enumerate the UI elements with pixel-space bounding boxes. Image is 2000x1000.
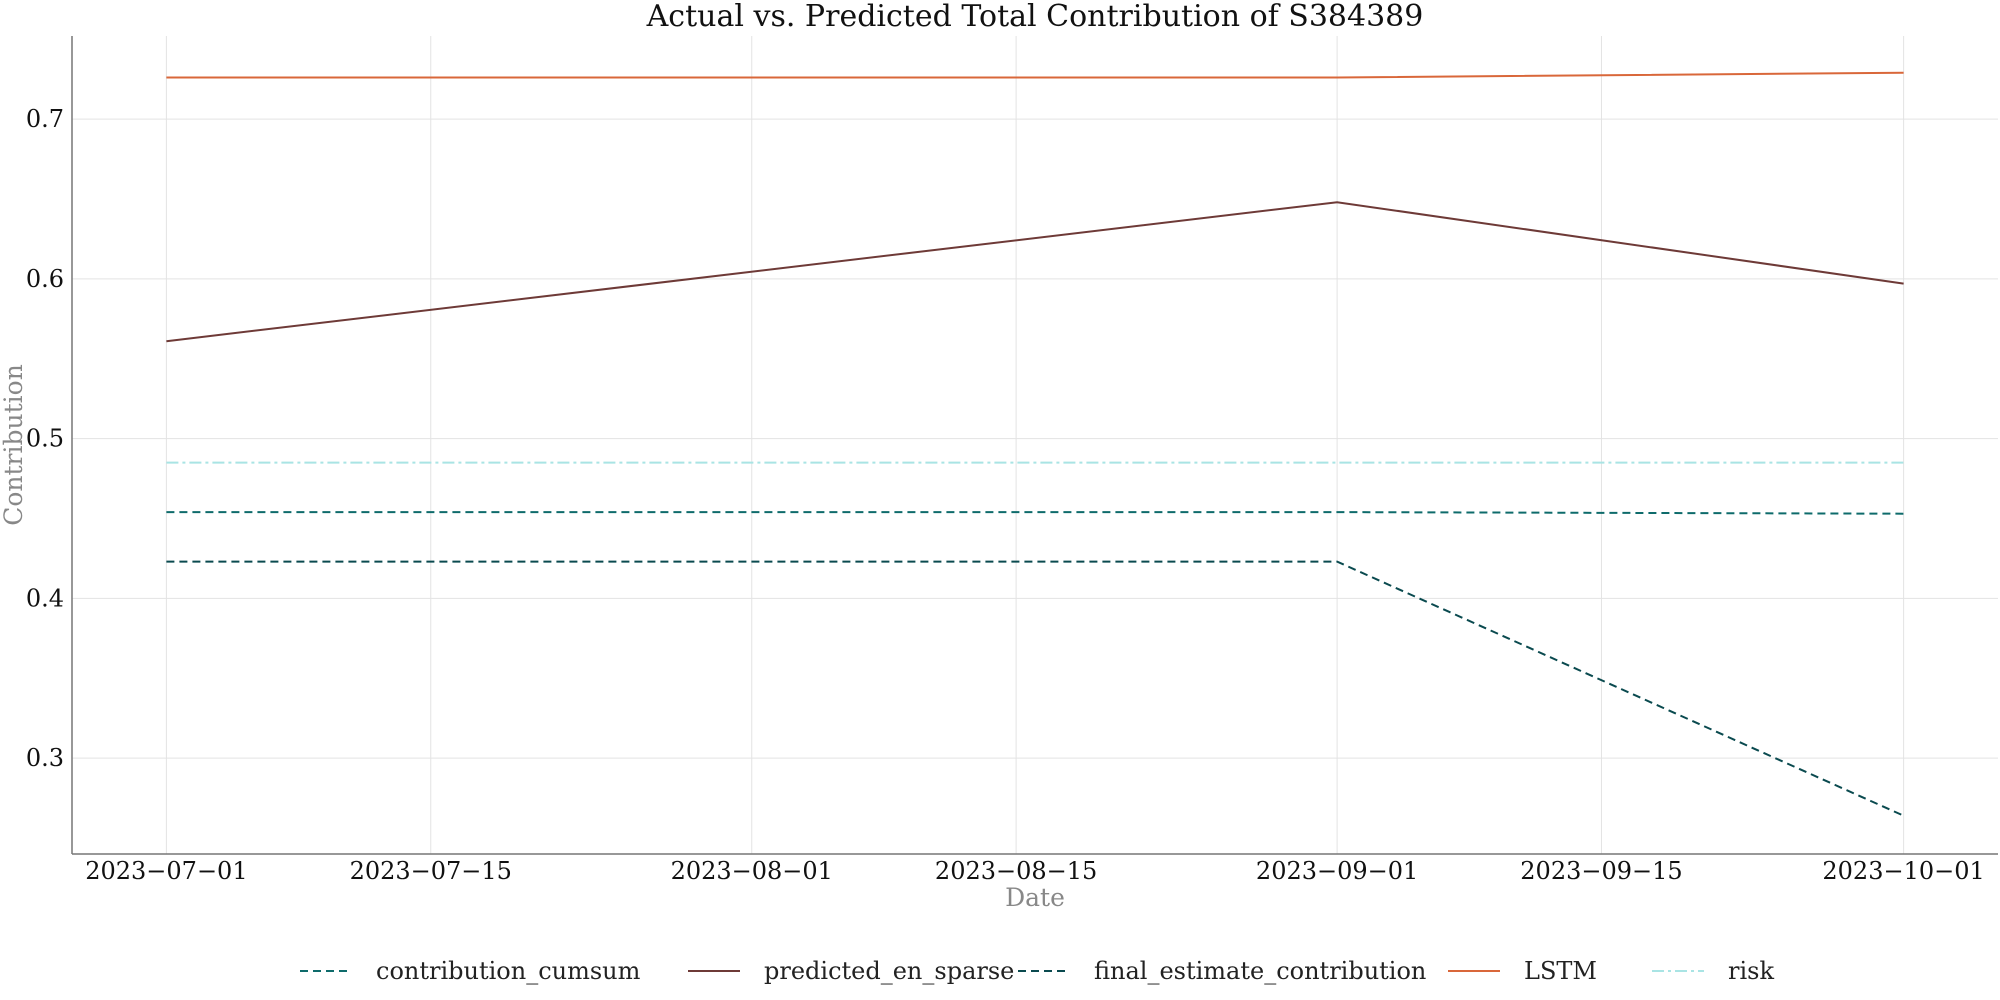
chart-title: Actual vs. Predicted Total Contribution … xyxy=(646,0,1424,34)
y-tick-label: 0.3 xyxy=(26,744,64,772)
legend-label: predicted_en_sparse xyxy=(764,957,1014,985)
x-tick-label: 2023−07−15 xyxy=(350,857,512,885)
grid xyxy=(72,36,1998,854)
x-tick-label: 2023−09−01 xyxy=(1256,857,1418,885)
x-tick-label: 2023−09−15 xyxy=(1520,857,1682,885)
series-line-lstm xyxy=(166,71,1904,79)
y-tick-label: 0.5 xyxy=(26,425,64,453)
series-line-contribution-cumsum xyxy=(166,511,1904,515)
series-lines xyxy=(166,71,1905,817)
legend: contribution_cumsum predicted_en_sparse fi… xyxy=(300,957,1774,985)
y-axis-label: Contribution xyxy=(0,364,28,526)
y-tick-label: 0.6 xyxy=(26,265,64,293)
legend-label: LSTM xyxy=(1524,957,1597,985)
legend-label: contribution_cumsum xyxy=(376,957,641,985)
y-tick-label: 0.7 xyxy=(26,105,64,133)
x-tick-label: 2023−08−01 xyxy=(671,857,833,885)
y-tick-label: 0.4 xyxy=(26,584,64,612)
legend-label: risk xyxy=(1728,957,1774,985)
x-tick-label: 2023−08−15 xyxy=(935,857,1097,885)
legend-label: final_estimate_contribution xyxy=(1094,957,1426,985)
x-tick-label: 2023−10−01 xyxy=(1822,857,1984,885)
tick-labels: 2023−07−01 2023−07−15 2023−08−01 2023−08−15… xyxy=(26,105,1985,885)
axes-spines xyxy=(71,36,1998,855)
x-axis-label: Date xyxy=(1005,883,1065,912)
series-line-final-estimate-contribution xyxy=(166,560,1905,817)
x-tick-label: 2023−07−01 xyxy=(85,857,247,885)
series-line-predicted-en-sparse xyxy=(166,201,1904,343)
